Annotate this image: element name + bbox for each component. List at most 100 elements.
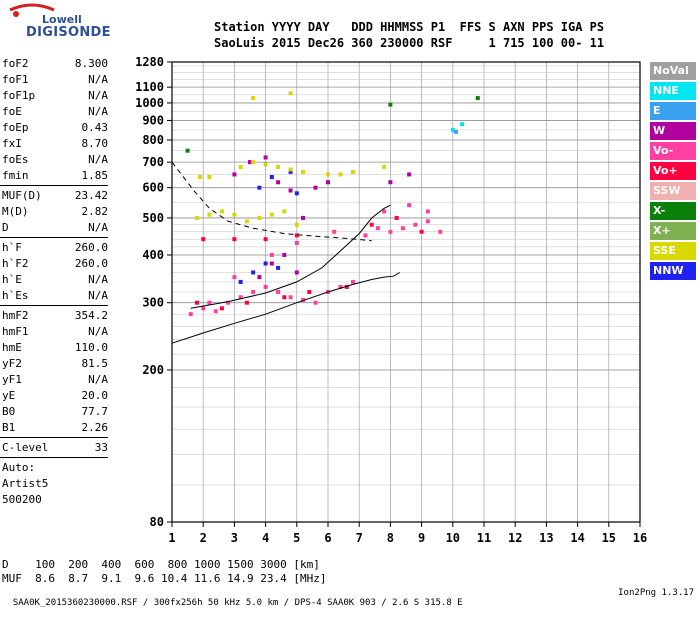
trace-line (171, 272, 401, 344)
param-row: h`Es N/A (0, 288, 112, 304)
logo-swoosh-icon (9, 3, 55, 17)
param-name: MUF(D) (2, 189, 42, 202)
echo-point (219, 209, 224, 214)
y-tick-label: 700 (142, 155, 164, 169)
echo-point (288, 91, 293, 96)
param-row: B1 2.26 (0, 420, 112, 436)
y-tick-label: 200 (142, 363, 164, 377)
param-value: 20.0 (81, 389, 109, 402)
param-name: hmF2 (2, 309, 29, 322)
param-row: yE 20.0 (0, 388, 112, 404)
echo-point (460, 122, 465, 127)
y-tick-label: 80 (150, 515, 164, 529)
param-row: fmin 1.85 (0, 168, 112, 184)
param-value: N/A (88, 373, 108, 386)
legend-item: NNE (650, 82, 696, 100)
header-labels: Station YYYY DAY DDD HHMMSS P1 FFS S AXN… (214, 20, 605, 34)
param-value: N/A (88, 273, 108, 286)
param-value: 1.85 (81, 169, 109, 182)
y-tick-label: 800 (142, 133, 164, 147)
param-name: foEs (2, 153, 29, 166)
echo-point (276, 164, 281, 169)
param-row: foEs N/A (0, 152, 112, 168)
param-value: 77.7 (81, 405, 109, 418)
echo-point (276, 265, 281, 270)
echo-point (244, 300, 249, 305)
plot-frame (171, 61, 641, 523)
echo-point (375, 226, 380, 231)
param-name: h`Es (2, 289, 29, 302)
param-value: N/A (88, 73, 108, 86)
param-value: 8.300 (74, 57, 108, 70)
param-row: hmE 110.0 (0, 340, 112, 356)
param-value: N/A (88, 325, 108, 338)
echo-point (248, 160, 252, 165)
y-tick-label: 1000 (135, 96, 164, 110)
echo-point (338, 284, 343, 289)
echo-point (263, 261, 268, 266)
param-value: 23.42 (74, 189, 108, 202)
y-tick-label: 400 (142, 248, 164, 262)
param-separator (0, 237, 108, 238)
param-name: yF2 (2, 357, 22, 370)
muf-frequency-row: MUF 8.6 8.7 9.1 9.6 10.4 11.6 14.9 23.4 … (2, 572, 327, 585)
y-tick-label: 500 (142, 211, 164, 225)
param-row: yF2 81.5 (0, 356, 112, 372)
echo-point (344, 284, 349, 289)
param-value: N/A (88, 105, 108, 118)
echo-point (413, 222, 418, 227)
x-tick-label: 10 (446, 531, 460, 545)
param-row: MUF(D) 23.42 (0, 188, 112, 204)
param-name: foF2 (2, 57, 29, 70)
echo-point (257, 185, 262, 190)
echo-point (326, 172, 330, 177)
echo-point (288, 188, 293, 193)
y-tick-label: 1100 (135, 80, 164, 94)
param-value: 260.0 (74, 257, 108, 270)
echo-point (232, 237, 237, 242)
echo-point (294, 270, 299, 275)
x-tick-label: 12 (508, 531, 522, 545)
legend-item: E (650, 102, 696, 120)
param-name: foF1p (2, 89, 36, 102)
param-name: hmF1 (2, 325, 29, 338)
echo-point (450, 127, 455, 132)
echo-point (269, 175, 274, 179)
param-value: N/A (88, 89, 108, 102)
echo-point (263, 162, 268, 167)
echo-point (226, 300, 231, 305)
param-row: h`F2 260.0 (0, 256, 112, 272)
param-separator (0, 185, 108, 186)
param-name: D (2, 221, 9, 234)
param-row: foE N/A (0, 104, 112, 120)
param-name: h`E (2, 273, 22, 286)
echo-point (194, 300, 199, 305)
param-value: 2.26 (81, 421, 109, 434)
param-row: foF2 8.300 (0, 56, 112, 72)
echo-point (288, 169, 293, 174)
echo-point (201, 237, 206, 242)
echo-point (307, 290, 312, 294)
legend-item: SSW (650, 182, 696, 200)
echo-point (257, 275, 262, 280)
echo-point (288, 295, 293, 300)
echo-point (263, 284, 268, 289)
echo-point (326, 180, 330, 185)
echo-point (388, 180, 393, 185)
param-name: foE (2, 105, 22, 118)
echo-point (369, 222, 374, 227)
param-row: M(D) 2.82 (0, 204, 112, 220)
echo-point (232, 275, 237, 280)
x-tick-label: 6 (324, 531, 331, 545)
echo-point (232, 212, 237, 217)
ionogram-chart: 1 2 3 4 5 6 7 8 9 10 11 12 13 14 15 1680200300400500600… (135, 55, 647, 545)
echo-point (207, 300, 212, 305)
echo-point (382, 209, 387, 214)
param-separator (0, 457, 108, 458)
echo-point (388, 102, 393, 107)
echo-point (301, 297, 306, 302)
echo-point (238, 279, 243, 284)
param-row: hmF1 N/A (0, 324, 112, 340)
legend-item: X- (650, 202, 696, 220)
param-name: foF1 (2, 73, 29, 86)
